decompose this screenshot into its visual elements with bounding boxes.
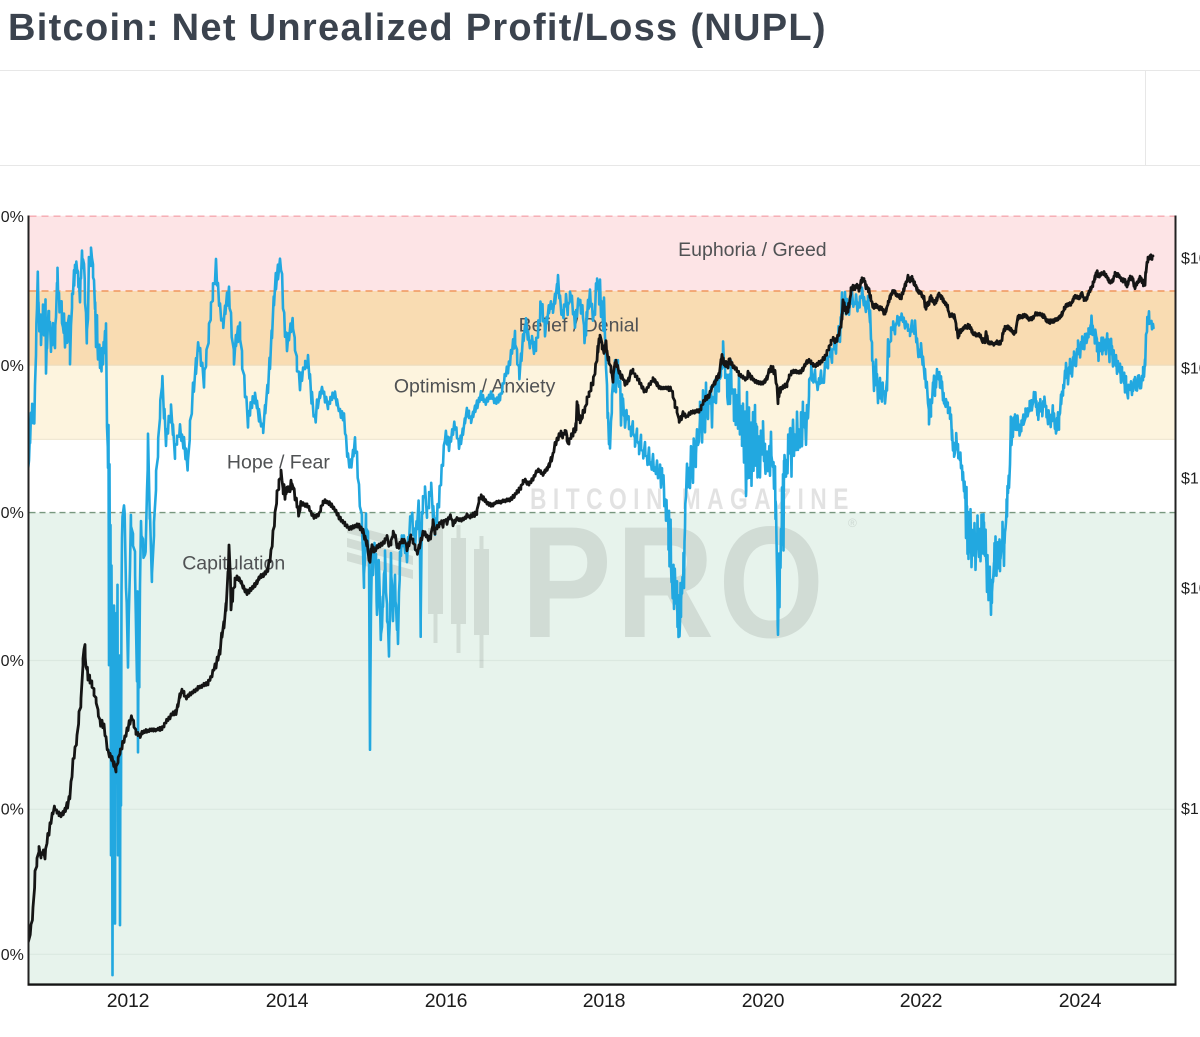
svg-text:Hope / Fear: Hope / Fear	[227, 451, 330, 473]
svg-text:$100,000: $100,000	[1181, 251, 1200, 268]
svg-text:$10,000: $10,000	[1181, 361, 1200, 378]
svg-text:2014: 2014	[266, 990, 309, 1012]
svg-text:2018: 2018	[583, 990, 626, 1012]
svg-text:Optimism / Anxiety: Optimism / Anxiety	[394, 376, 556, 398]
svg-text:Euphoria / Greed: Euphoria / Greed	[678, 239, 827, 261]
svg-text:-150%: -150%	[0, 947, 24, 964]
svg-text:-50%: -50%	[0, 653, 24, 670]
svg-text:2024: 2024	[1059, 990, 1102, 1012]
svg-text:Belief / Denial: Belief / Denial	[519, 315, 639, 337]
svg-text:0%: 0%	[1, 505, 24, 522]
svg-text:$1: $1	[1181, 801, 1199, 818]
svg-text:2012: 2012	[107, 990, 150, 1012]
svg-text:Capitulation: Capitulation	[182, 553, 285, 575]
svg-text:$100: $100	[1181, 581, 1200, 598]
svg-text:2022: 2022	[900, 990, 943, 1012]
svg-text:2016: 2016	[425, 990, 468, 1012]
svg-text:100%: 100%	[0, 209, 24, 226]
svg-text:2020: 2020	[742, 990, 785, 1012]
svg-text:50%: 50%	[0, 358, 24, 375]
svg-text:-100%: -100%	[0, 802, 24, 819]
svg-text:$1,000: $1,000	[1181, 471, 1200, 488]
svg-text:®: ®	[848, 516, 857, 530]
